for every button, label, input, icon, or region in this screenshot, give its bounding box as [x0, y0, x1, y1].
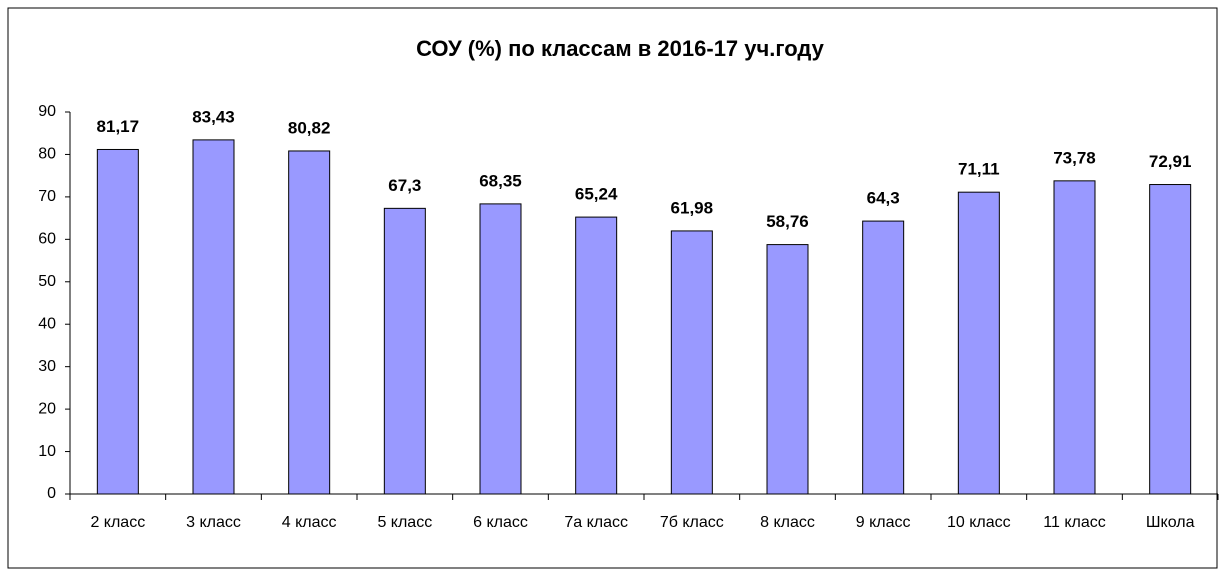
x-tick-label: 3 класс [186, 514, 241, 531]
bar [192, 139, 235, 495]
x-tick-label: 6 класс [473, 514, 528, 531]
x-tick-label: 2 класс [90, 514, 146, 531]
y-tick-label: 30 [38, 358, 56, 375]
bar [957, 191, 1000, 495]
x-tick-label: 8 класс [760, 514, 815, 531]
bar [288, 150, 331, 495]
x-tick-label: 4 класс [281, 514, 337, 531]
x-tick-label: 9 класс [855, 514, 911, 531]
value-label: 61,98 [671, 198, 714, 217]
value-label: 67,3 [388, 176, 421, 195]
value-label: 64,3 [867, 189, 900, 208]
bar [479, 203, 522, 495]
y-tick-label: 70 [38, 188, 56, 205]
x-tick-label: 5 класс [377, 514, 433, 531]
value-label: 83,43 [192, 107, 235, 126]
bar [96, 148, 139, 495]
y-tick-label: 60 [38, 231, 56, 248]
y-tick-label: 80 [38, 146, 56, 163]
x-tick-label: 7б класс [659, 514, 724, 531]
value-label: 71,11 [958, 160, 1000, 179]
x-tick-label: 10 класс [947, 514, 1011, 531]
x-tick-label: 11 класс [1043, 514, 1106, 531]
value-label: 80,82 [288, 118, 331, 137]
value-label: 72,91 [1149, 152, 1192, 171]
bar [383, 207, 426, 495]
x-tick-label: Школа [1145, 514, 1195, 531]
bar [1053, 180, 1096, 495]
y-tick-label: 40 [38, 315, 56, 332]
bar [1149, 184, 1192, 495]
value-label: 58,76 [766, 212, 809, 231]
y-tick-label: 0 [47, 485, 56, 502]
y-tick-label: 20 [38, 400, 56, 417]
value-label: 65,24 [575, 185, 618, 204]
x-tick-label: 7а класс [564, 514, 628, 531]
chart-title: СОУ (%) по классам в 2016-17 уч.году [416, 36, 825, 61]
value-label: 68,35 [479, 171, 522, 190]
y-tick-label: 90 [38, 103, 56, 120]
bar [575, 216, 618, 495]
y-tick-label: 50 [38, 273, 56, 290]
bar [670, 230, 713, 495]
y-tick-label: 10 [38, 443, 56, 460]
value-label: 81,17 [97, 117, 140, 136]
bar [862, 220, 905, 495]
bar [766, 244, 809, 495]
value-label: 73,78 [1053, 148, 1096, 167]
